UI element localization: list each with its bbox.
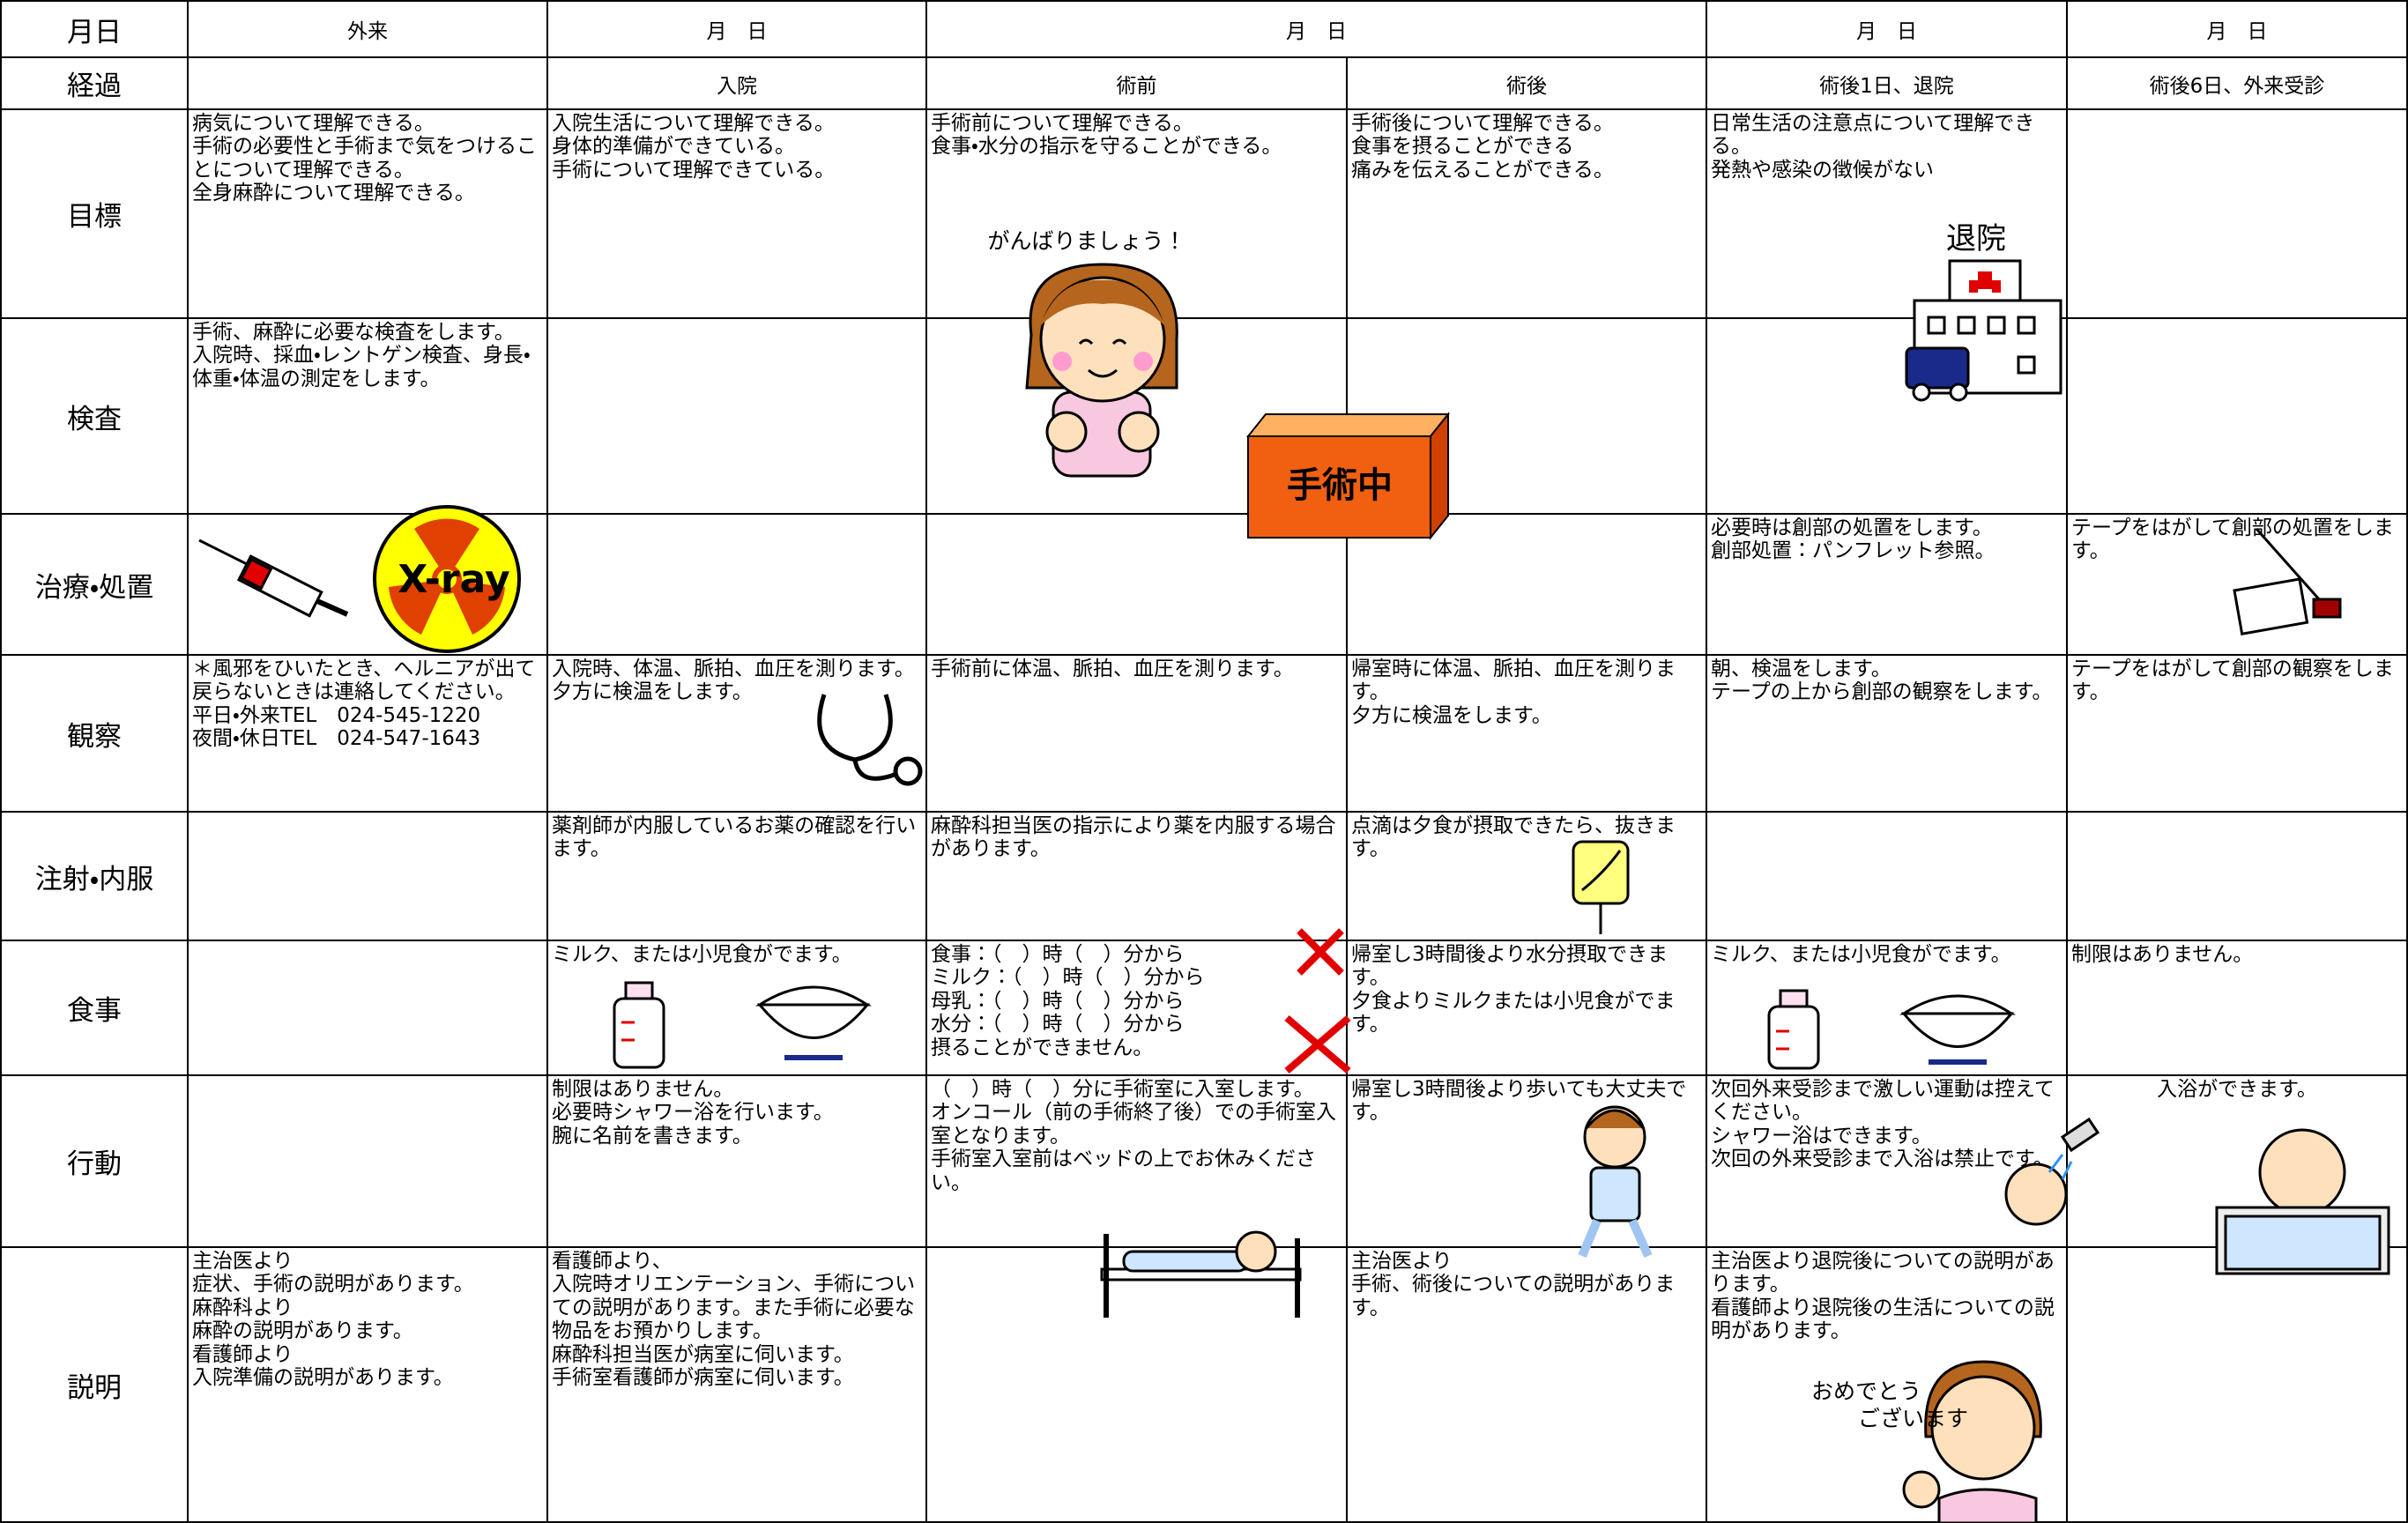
content-cell — [2068, 813, 2408, 941]
content-cell: 主治医より 症状、手術の説明があります。 麻酔科より 麻酔の説明があります。 看… — [189, 1248, 548, 1523]
content-cell — [2068, 110, 2408, 319]
content-cell: 手術後について理解できる。 食事を摂ることができる 痛みを伝えることができる。 — [1348, 110, 1707, 319]
content-cell — [2068, 1248, 2408, 1523]
content-cell: 薬剤師が内服しているお薬の確認を行います。 — [548, 813, 927, 941]
row-label: 食事 — [0, 941, 189, 1076]
header-cell: 月 日 — [2068, 0, 2408, 58]
row-label: 月日 — [0, 0, 189, 58]
row-label: 経過 — [0, 58, 189, 110]
content-cell: 麻酔科担当医の指示により薬を内服する場合があります。 — [927, 813, 1348, 941]
content-cell — [1707, 319, 2068, 515]
content-cell: ミルク、または小児食がでます。 — [548, 941, 927, 1076]
header-cell: 月 日 — [1707, 0, 2068, 58]
content-cell — [927, 515, 1348, 656]
header-cell: 外来 — [189, 0, 548, 58]
content-cell — [1707, 813, 2068, 941]
content-cell — [189, 1076, 548, 1248]
content-cell: 朝、検温をします。 テープの上から創部の観察をします。 — [1707, 656, 2068, 813]
stage-cell: 術前 — [927, 58, 1348, 110]
content-cell — [1348, 319, 1707, 515]
content-cell: 手術前に体温、脈拍、血圧を測ります。 — [927, 656, 1348, 813]
row-label: 目標 — [0, 110, 189, 319]
content-cell: 制限はありません。 — [2068, 941, 2408, 1076]
content-cell: 入院時、体温、脈拍、血圧を測ります。 夕方に検温をします。 — [548, 656, 927, 813]
content-cell: 帰室し3時間後より水分摂取できます。 夕食よりミルクまたは小児食がでます。 — [1348, 941, 1707, 1076]
content-cell — [927, 319, 1348, 515]
stage-cell — [189, 58, 548, 110]
stage-cell: 術後 — [1348, 58, 1707, 110]
content-cell: 日常生活の注意点について理解できる。 発熱や感染の徴候がない — [1707, 110, 2068, 319]
row-label: 治療・処置 — [0, 515, 189, 656]
content-cell — [189, 515, 548, 656]
content-cell: 看護師より、 入院時オリエンテーション、手術についての説明があります。また手術に… — [548, 1248, 927, 1523]
row-label: 説明 — [0, 1248, 189, 1523]
content-cell: 制限はありません。 必要時シャワー浴を行います。 腕に名前を書きます。 — [548, 1076, 927, 1248]
content-cell: 手術前について理解できる。 食事・水分の指示を守ることができる。 — [927, 110, 1348, 319]
header-cell: 月 日 — [927, 0, 1707, 58]
content-cell: 手術、麻酔に必要な検査をします。 入院時、採血・レントゲン検査、身長・体重・体温… — [189, 319, 548, 515]
content-cell: テープをはがして創部の処置をします。 — [2068, 515, 2408, 656]
content-cell: 主治医より 手術、術後についての説明があります。 — [1348, 1248, 1707, 1523]
row-label: 観察 — [0, 656, 189, 813]
row-label: 検査 — [0, 319, 189, 515]
content-cell: 必要時は創部の処置をします。 創部処置：パンフレット参照。 — [1707, 515, 2068, 656]
content-cell — [2068, 319, 2408, 515]
content-cell: 帰室し3時間後より歩いても大丈夫です。 — [1348, 1076, 1707, 1248]
content-cell: 帰室時に体温、脈拍、血圧を測ります。 夕方に検温をします。 — [1348, 656, 1707, 813]
stage-cell: 術後6日、外来受診 — [2068, 58, 2408, 110]
row-label: 行動 — [0, 1076, 189, 1248]
content-cell: 主治医より退院後についての説明があります。 看護師より退院後の生活についての説明… — [1707, 1248, 2068, 1523]
content-cell: ＊風邪をひいたとき、ヘルニアが出て戻らないときは連絡してください。 平日・外来T… — [189, 656, 548, 813]
content-cell — [548, 515, 927, 656]
content-cell: ミルク、または小児食がでます。 — [1707, 941, 2068, 1076]
content-cell: 入院生活について理解できる。 身体的準備ができている。 手術について理解できてい… — [548, 110, 927, 319]
content-cell: （ ）時（ ）分に手術室に入室します。 オンコール（前の手術終了後）での手術室入… — [927, 1076, 1348, 1248]
header-cell: 月 日 — [548, 0, 927, 58]
content-cell: 入浴ができます。 — [2068, 1076, 2408, 1248]
content-cell — [189, 941, 548, 1076]
stage-cell: 入院 — [548, 58, 927, 110]
stage-cell: 術後1日、退院 — [1707, 58, 2068, 110]
content-cell — [189, 813, 548, 941]
content-cell — [927, 1248, 1348, 1523]
content-cell — [548, 319, 927, 515]
content-cell: 次回外来受診まで激しい運動は控えてください。 シャワー浴はできます。 次回の外来… — [1707, 1076, 2068, 1248]
content-cell: 点滴は夕食が摂取できたら、抜きます。 — [1348, 813, 1707, 941]
content-cell: 食事：（ ）時（ ）分から ミルク：（ ）時（ ）分から 母乳：（ ）時（ ）分… — [927, 941, 1348, 1076]
content-cell: 病気について理解できる。 手術の必要性と手術まで気をつけることについて理解できる… — [189, 110, 548, 319]
row-label: 注射・内服 — [0, 813, 189, 941]
content-cell — [1348, 515, 1707, 656]
content-cell: テープをはがして創部の観察をします。 — [2068, 656, 2408, 813]
